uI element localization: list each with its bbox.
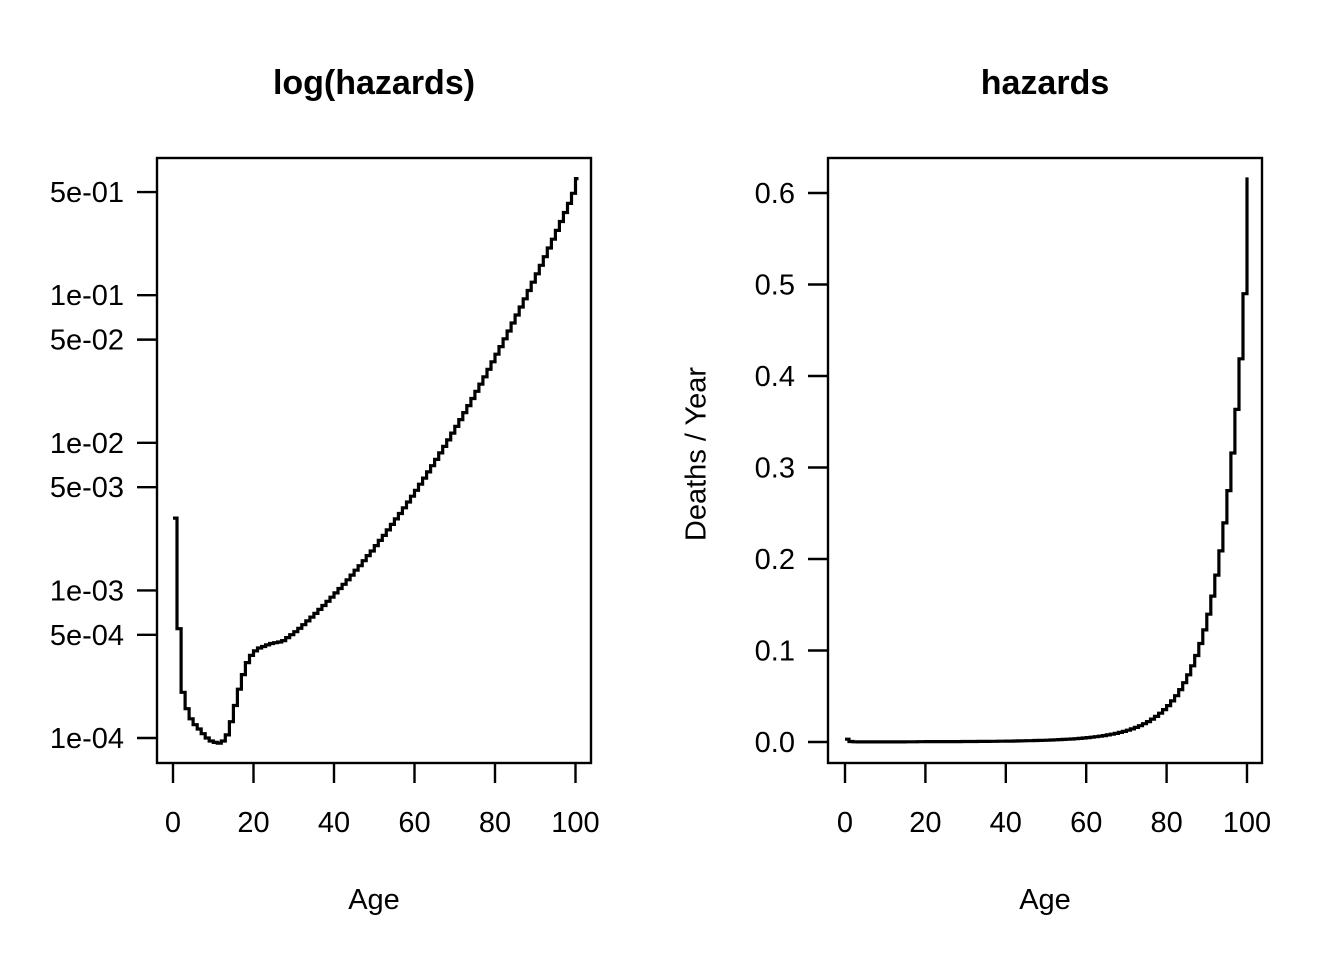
- left-y-tick-label: 1e-02: [50, 428, 124, 460]
- left-y-tick-label: 5e-01: [50, 177, 124, 209]
- right-x-tick-label: 100: [1223, 807, 1271, 839]
- right-y-tick-label: 0.2: [755, 544, 795, 576]
- right-y-tick-label: 0.4: [755, 361, 795, 393]
- right-y-tick-label: 0.5: [755, 270, 795, 302]
- right-y-tick-label: 0.3: [755, 453, 795, 485]
- right-x-tick-label: 40: [990, 807, 1022, 839]
- right-y-axis-label: Deaths / Year: [680, 366, 713, 542]
- left-y-tick-label: 5e-03: [50, 472, 124, 504]
- left-x-tick-label: 60: [398, 807, 430, 839]
- right-y-tick-label: 0.1: [755, 636, 795, 668]
- left-y-tick-label: 1e-04: [50, 723, 124, 755]
- right-x-axis-label: Age: [1019, 884, 1071, 916]
- left-plot-box: [155, 156, 593, 765]
- right-x-tick-label: 60: [1070, 807, 1102, 839]
- left-x-tick-label: 40: [318, 807, 350, 839]
- right-hazard-step-curve: [845, 177, 1249, 744]
- left-x-axis-label: Age: [348, 884, 400, 916]
- left-x-tick-label: 100: [551, 807, 599, 839]
- left-x-tick-label: 80: [479, 807, 511, 839]
- right-y-tick-label: 0.6: [755, 178, 795, 210]
- right-x-tick-label: 0: [837, 807, 853, 839]
- left-plot-title: log(hazards): [272, 64, 476, 102]
- right-x-tick-label: 20: [909, 807, 941, 839]
- left-y-tick-label: 5e-02: [50, 325, 124, 357]
- left-hazard-step-curve: [173, 177, 579, 745]
- left-y-tick-label: 1e-01: [50, 280, 124, 312]
- right-plot-title: hazards: [980, 64, 1110, 102]
- left-y-tick-label: 5e-04: [50, 620, 124, 652]
- left-x-tick-label: 0: [165, 807, 181, 839]
- right-x-tick-label: 80: [1150, 807, 1182, 839]
- right-plot-box: [826, 156, 1264, 765]
- left-y-tick-label: 1e-03: [50, 575, 124, 607]
- right-y-tick-label: 0.0: [755, 727, 795, 759]
- left-x-tick-label: 20: [237, 807, 269, 839]
